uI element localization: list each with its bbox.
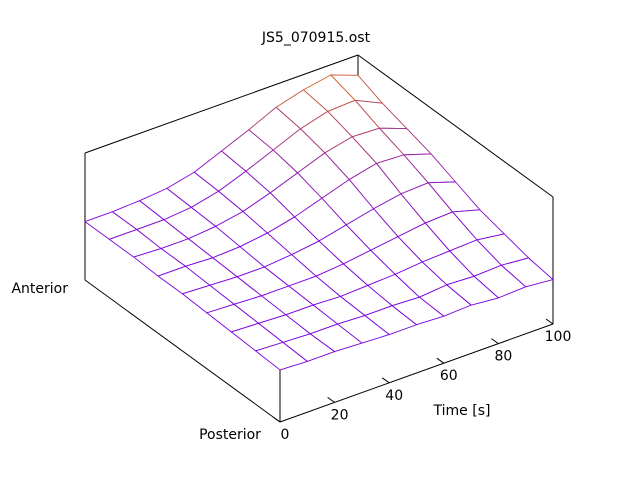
x-tick-label: 80 [494,349,512,365]
x-tick [491,338,499,345]
surface-cell [255,341,308,371]
x-tick-label: 20 [331,407,349,423]
x-ticks: 0 20 40 60 80 100 [272,318,572,443]
x-tick-label: 0 [281,427,290,443]
x-tick [272,416,281,423]
chart-title: JS5_070915.ost [261,30,371,46]
x-tick [327,396,335,403]
y-end-label: Anterior [11,281,68,297]
axis-line [84,54,359,154]
x-tick-label: 100 [545,329,572,345]
x-tick-label: 40 [385,388,403,404]
axis-line [357,54,554,198]
surface [84,74,554,371]
axis-line [279,323,554,423]
x-tick [381,377,390,384]
x-tick-label: 60 [440,368,458,384]
x-tick [436,357,445,364]
axis-line [84,279,281,423]
x-axis-label: Time [s] [433,403,491,419]
y-start-label: Posterior [199,427,261,443]
x-tick [545,318,554,325]
